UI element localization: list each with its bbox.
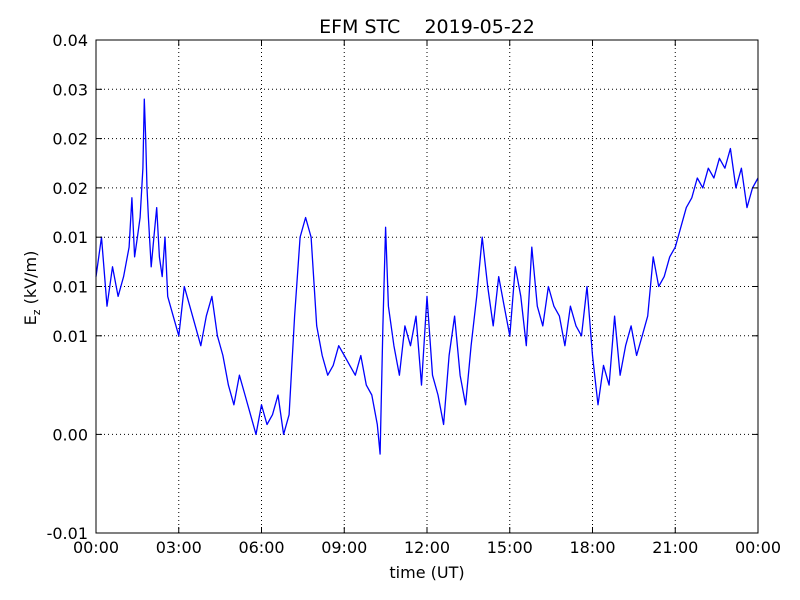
plot-frame [95,39,759,534]
chart-title: EFM STC 2019-05-22 [319,16,535,38]
y-axis-label-symbol: E [21,315,40,325]
x-axis-label: time (UT) [389,563,464,582]
y-tick-label: 0.01 [52,327,88,346]
y-tick-label: 0.02 [52,130,88,149]
x-tick-label: 06:00 [238,538,284,557]
y-axis-label: Ez (kV/m) [21,251,43,326]
series-layer [95,98,759,455]
x-tick-label: 09:00 [321,538,367,557]
x-tick-label: 00:00 [735,538,781,557]
x-tick-label: 18:00 [569,538,615,557]
y-axis-label-unit: (kV/m) [21,251,40,310]
x-tick-label: 00:00 [73,538,119,557]
x-tick-label: 15:00 [487,538,533,557]
x-tick-label: 21:00 [652,538,698,557]
y-tick-label: 0.02 [52,179,88,198]
y-tick-label: 0.03 [52,80,88,99]
x-tick-label: 12:00 [404,538,450,557]
y-tick-label: -0.01 [47,524,88,543]
y-tick-label: 0.01 [52,228,88,247]
ticks: 00:00 03:00 06:00 09:00 12:00 15:00 18:00 21:00… [47,31,781,557]
y-tick-label: 0.01 [52,278,88,297]
y-tick-label: 0.04 [52,31,88,50]
x-tick-label: 03:00 [156,538,202,557]
y-axis-label-subscript: z [30,309,43,315]
y-tick-label: 0.00 [52,425,88,444]
series-line [95,98,759,455]
